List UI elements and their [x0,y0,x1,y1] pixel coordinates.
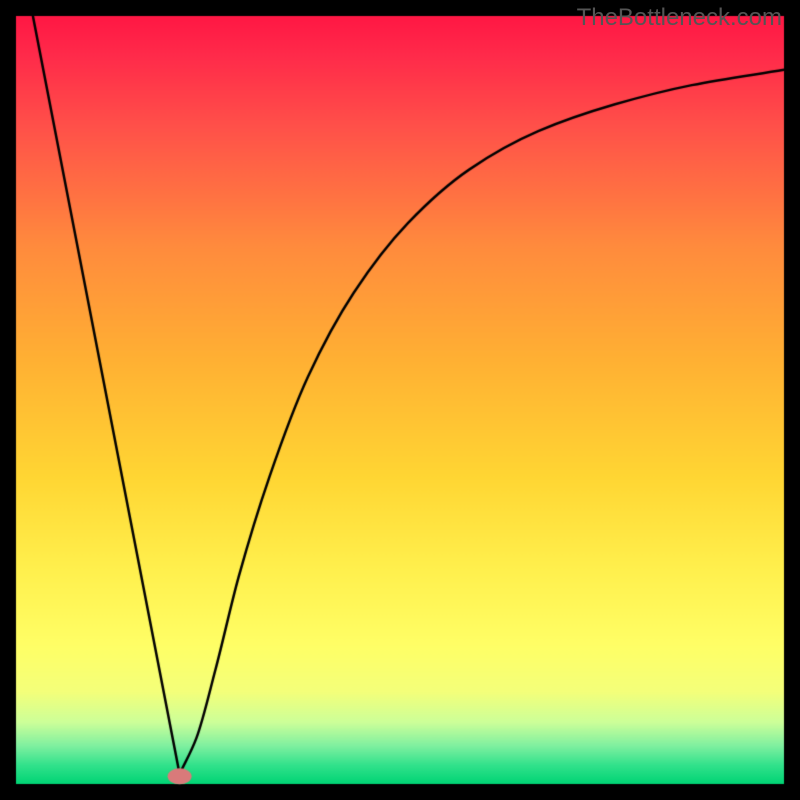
chart-curve-layer [0,0,800,800]
watermark-text: TheBottleneck.com [577,4,782,32]
bottleneck-chart: TheBottleneck.com [0,0,800,800]
